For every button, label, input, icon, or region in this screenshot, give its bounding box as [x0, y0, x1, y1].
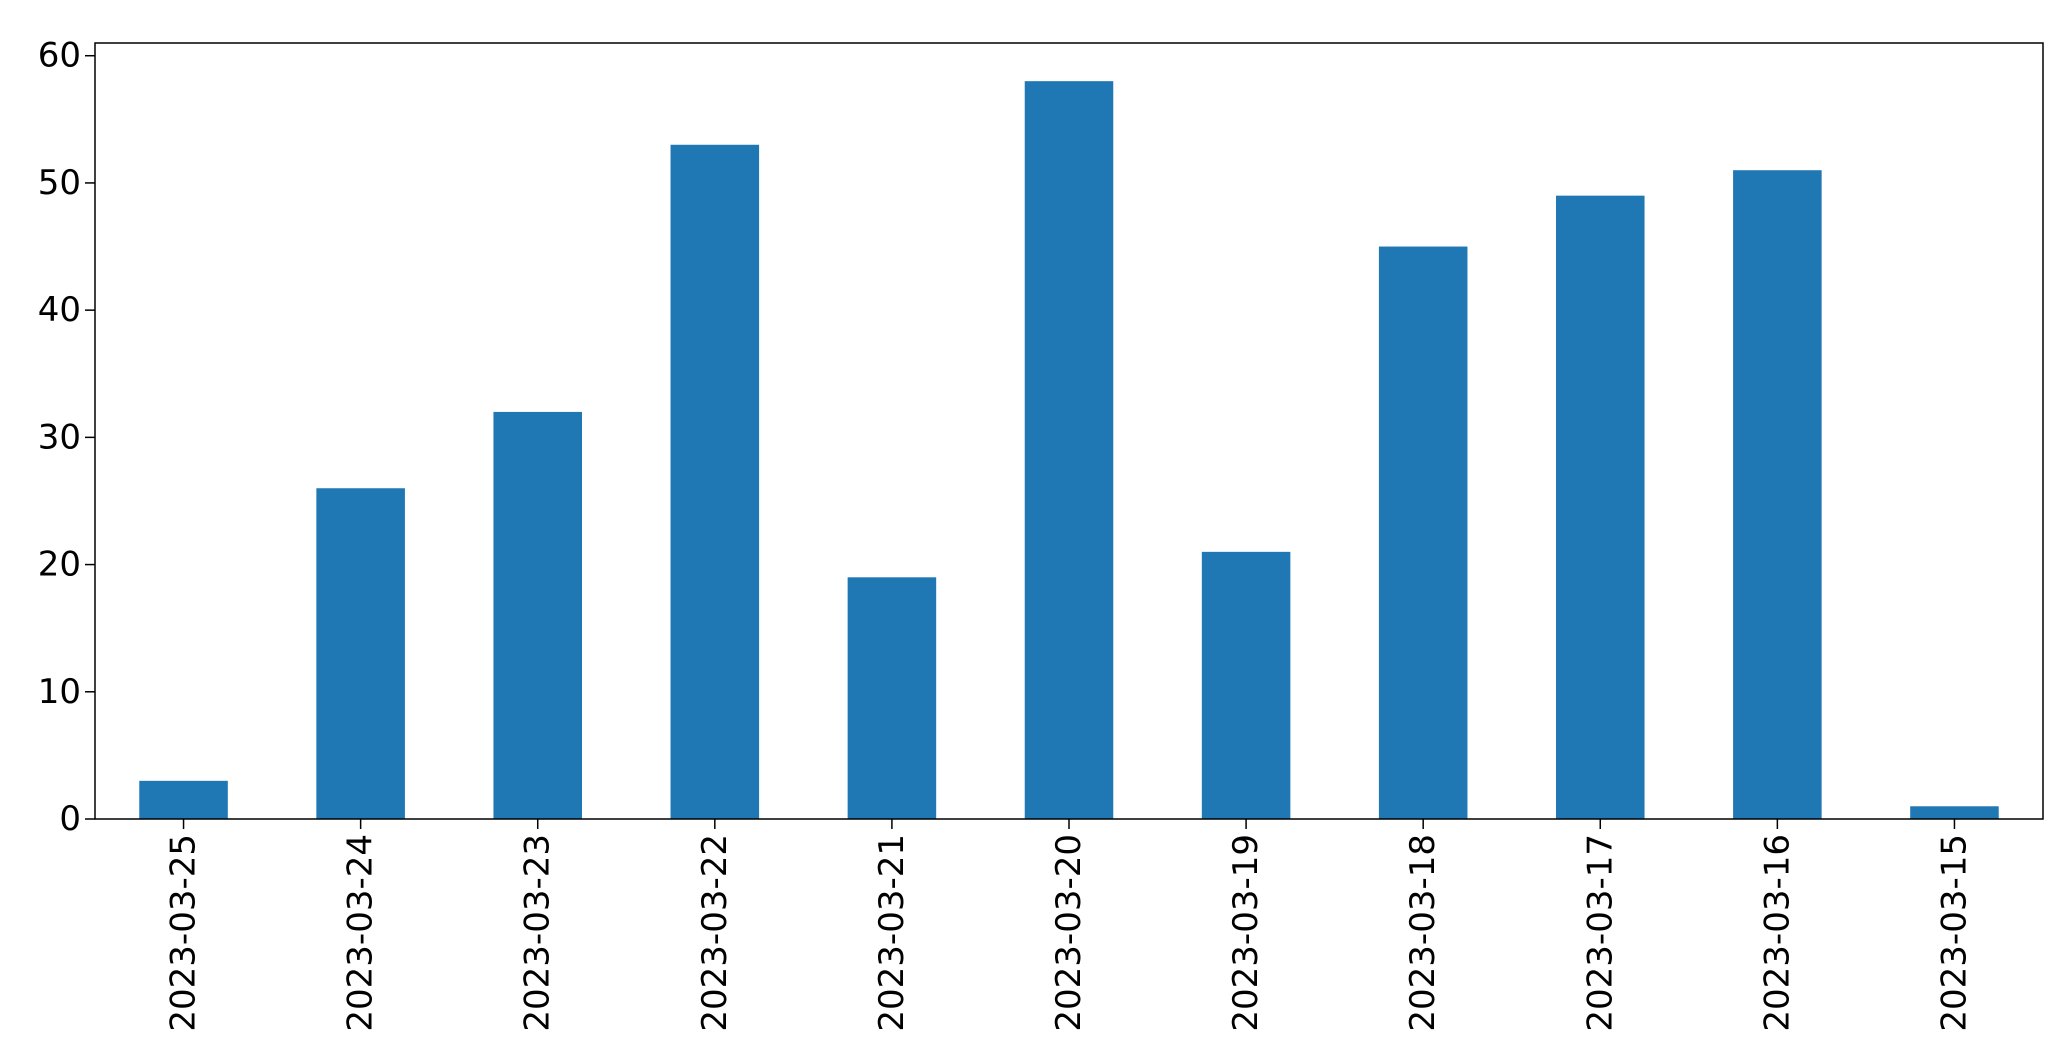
bar-2023-03-21	[847, 577, 937, 819]
bar-2023-03-19	[1201, 551, 1291, 819]
bar-2023-03-15	[1910, 806, 1999, 819]
y-axis: 0 10 20 30 40 50 60	[38, 36, 95, 839]
x-tick-label: 2023-03-19	[1226, 834, 1266, 1032]
y-tick-label: 20	[38, 545, 81, 585]
x-tick-label: 2023-03-15	[1934, 834, 1974, 1032]
bar-2023-03-23	[493, 411, 582, 819]
bar-2023-03-20	[1024, 81, 1114, 819]
x-tick-label: 2023-03-17	[1580, 834, 1620, 1032]
bar-2023-03-25	[139, 780, 228, 819]
x-tick-label: 2023-03-21	[872, 834, 912, 1032]
x-tick-label: 2023-03-20	[1049, 834, 1089, 1032]
x-axis: 2023-03-25 2023-03-24 2023-03-23 2023-03-22…	[164, 819, 1974, 1032]
plot-frame	[94, 42, 2044, 820]
x-tick-label: 2023-03-16	[1757, 834, 1797, 1032]
y-tick-label: 40	[38, 290, 81, 330]
bar-2023-03-16	[1733, 170, 1822, 819]
x-tick-label: 2023-03-18	[1403, 834, 1443, 1032]
bar-2023-03-17	[1556, 195, 1645, 819]
bar-2023-03-22	[670, 144, 760, 819]
y-tick-label: 10	[38, 672, 81, 712]
x-tick-label: 2023-03-25	[164, 834, 204, 1032]
bar-2023-03-24	[316, 488, 405, 819]
y-tick-label: 50	[38, 163, 81, 203]
bar-2023-03-18	[1378, 246, 1468, 819]
x-tick-label: 2023-03-23	[518, 834, 558, 1032]
bars-group	[139, 81, 1999, 819]
y-tick-label: 0	[59, 799, 81, 839]
x-tick-label: 2023-03-24	[341, 834, 381, 1032]
y-tick-label: 60	[38, 36, 81, 76]
y-tick-label: 30	[38, 417, 81, 457]
x-tick-label: 2023-03-22	[695, 834, 735, 1032]
